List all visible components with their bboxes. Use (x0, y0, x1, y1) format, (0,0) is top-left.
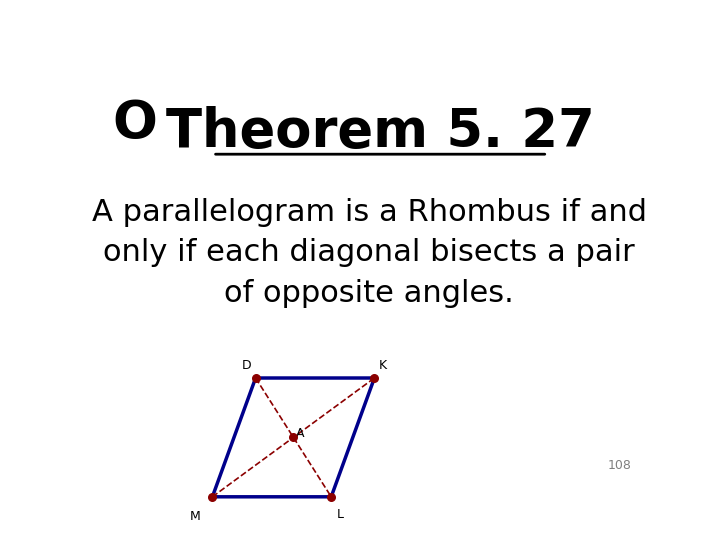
Text: A parallelogram is a Rhombus if and
only if each diagonal bisects a pair
of oppo: A parallelogram is a Rhombus if and only… (91, 198, 647, 308)
Text: D: D (242, 359, 252, 372)
Point (369, 374, 380, 382)
Text: K: K (379, 359, 387, 372)
Point (207, 492, 218, 501)
Point (287, 433, 300, 442)
Text: Theorem 5. 27: Theorem 5. 27 (166, 106, 595, 158)
Text: O: O (112, 98, 157, 150)
Text: 108: 108 (608, 460, 631, 472)
Text: L: L (336, 508, 343, 521)
Text: A: A (296, 427, 304, 440)
Point (325, 492, 337, 501)
Point (250, 374, 261, 382)
Text: M: M (190, 510, 200, 523)
